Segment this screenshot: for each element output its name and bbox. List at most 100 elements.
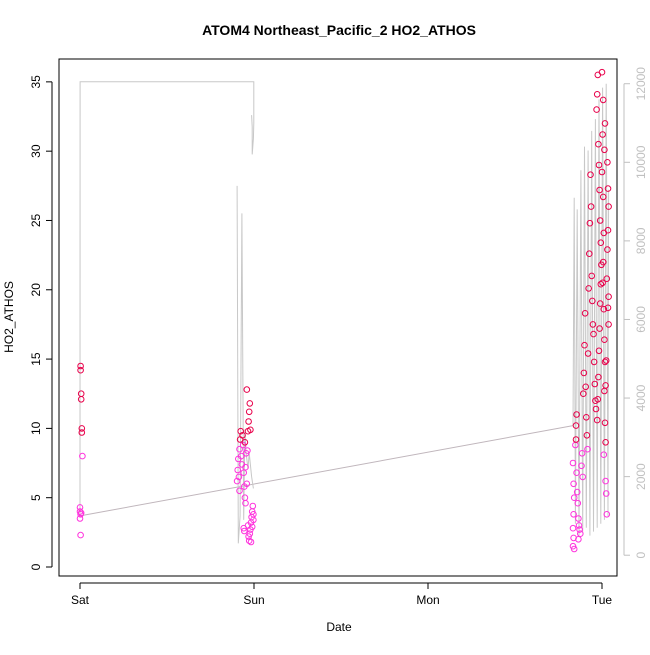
data-point bbox=[233, 477, 241, 485]
altitude-line bbox=[572, 83, 610, 536]
data-point bbox=[242, 450, 250, 457]
data-point bbox=[238, 452, 245, 460]
data-point bbox=[580, 369, 588, 377]
data-point bbox=[595, 140, 602, 148]
y-axis-label: HO2_ATHOS bbox=[2, 281, 16, 353]
y2-tick-label: 6000 bbox=[634, 306, 648, 333]
data-point bbox=[590, 358, 598, 366]
data-point bbox=[235, 473, 243, 481]
data-point bbox=[597, 280, 605, 288]
data-point bbox=[602, 477, 609, 485]
data-point bbox=[236, 487, 243, 495]
altitude-line-group bbox=[79, 81, 610, 544]
data-points-group bbox=[76, 68, 612, 553]
data-point bbox=[243, 386, 251, 393]
data-point bbox=[604, 226, 612, 234]
y2-tick-label: 8000 bbox=[634, 227, 648, 254]
data-point bbox=[601, 358, 609, 366]
data-point bbox=[602, 382, 609, 389]
data-point bbox=[596, 217, 604, 224]
x-tick-label: Tue bbox=[592, 593, 613, 607]
data-point bbox=[77, 509, 85, 517]
axes-group: 0 5 10 15 20 25 30 35 0 2000 4000 6000 8000 10000 1200… bbox=[29, 67, 648, 607]
data-point bbox=[588, 272, 596, 280]
data-point bbox=[245, 537, 253, 545]
data-point bbox=[581, 310, 589, 317]
data-point bbox=[570, 480, 577, 488]
data-point bbox=[569, 524, 577, 532]
data-point bbox=[79, 452, 86, 460]
data-point bbox=[584, 350, 592, 357]
data-point bbox=[582, 383, 590, 391]
data-point bbox=[78, 429, 86, 436]
data-point bbox=[590, 330, 597, 338]
data-point bbox=[597, 239, 605, 246]
data-point bbox=[77, 362, 84, 370]
data-point bbox=[572, 436, 580, 443]
data-point bbox=[246, 530, 254, 538]
data-point bbox=[592, 405, 600, 413]
data-point bbox=[245, 408, 253, 416]
data-point bbox=[599, 131, 606, 138]
data-point bbox=[599, 279, 606, 287]
data-point bbox=[573, 488, 581, 496]
y-tick-label: 35 bbox=[29, 75, 43, 89]
data-point bbox=[573, 411, 580, 418]
data-point bbox=[575, 536, 582, 543]
data-point bbox=[604, 185, 612, 192]
plot-frame bbox=[58, 58, 618, 577]
data-point bbox=[604, 159, 611, 166]
data-point bbox=[242, 499, 249, 507]
data-point bbox=[602, 490, 610, 497]
data-point bbox=[241, 439, 249, 446]
data-point bbox=[601, 120, 609, 127]
data-point bbox=[576, 526, 583, 533]
data-point bbox=[574, 499, 582, 507]
data-point bbox=[601, 419, 609, 427]
data-point bbox=[586, 219, 594, 227]
data-point bbox=[249, 502, 257, 510]
data-point bbox=[599, 193, 607, 201]
data-point bbox=[601, 336, 608, 344]
data-point bbox=[591, 380, 599, 388]
data-point bbox=[77, 396, 85, 403]
data-point bbox=[250, 511, 257, 518]
data-point bbox=[593, 106, 600, 113]
y-tick-label: 20 bbox=[29, 283, 43, 297]
y2-tick-label: 0 bbox=[634, 552, 648, 559]
y-tick-label: 25 bbox=[29, 213, 43, 227]
data-point bbox=[580, 390, 587, 398]
data-point bbox=[584, 445, 591, 453]
y2-tick-label: 2000 bbox=[634, 463, 648, 490]
data-point bbox=[589, 297, 596, 305]
data-point bbox=[243, 480, 251, 488]
data-point bbox=[237, 427, 244, 435]
data-point bbox=[596, 325, 603, 332]
data-point bbox=[585, 285, 593, 292]
data-point bbox=[234, 466, 241, 474]
data-point bbox=[602, 439, 609, 446]
data-point bbox=[569, 459, 577, 467]
data-point bbox=[594, 396, 602, 403]
data-point bbox=[583, 414, 590, 421]
data-point bbox=[587, 171, 594, 178]
data-point bbox=[578, 450, 586, 457]
data-point bbox=[599, 96, 607, 104]
x-tick-label: Sun bbox=[243, 593, 264, 607]
data-point bbox=[602, 357, 610, 364]
data-point bbox=[247, 538, 255, 546]
data-point bbox=[575, 522, 583, 529]
trend-line-group bbox=[79, 425, 574, 517]
data-point bbox=[77, 366, 84, 374]
data-point bbox=[245, 418, 252, 425]
data-point bbox=[595, 161, 603, 169]
data-point bbox=[601, 387, 608, 395]
data-point bbox=[577, 530, 584, 538]
data-point bbox=[593, 416, 601, 424]
data-point bbox=[76, 508, 84, 515]
data-point bbox=[241, 494, 249, 502]
chart-title: ATOM4 Northeast_Pacific_2 HO2_ATHOS bbox=[202, 22, 476, 38]
x-tick-label: Sat bbox=[71, 593, 90, 607]
